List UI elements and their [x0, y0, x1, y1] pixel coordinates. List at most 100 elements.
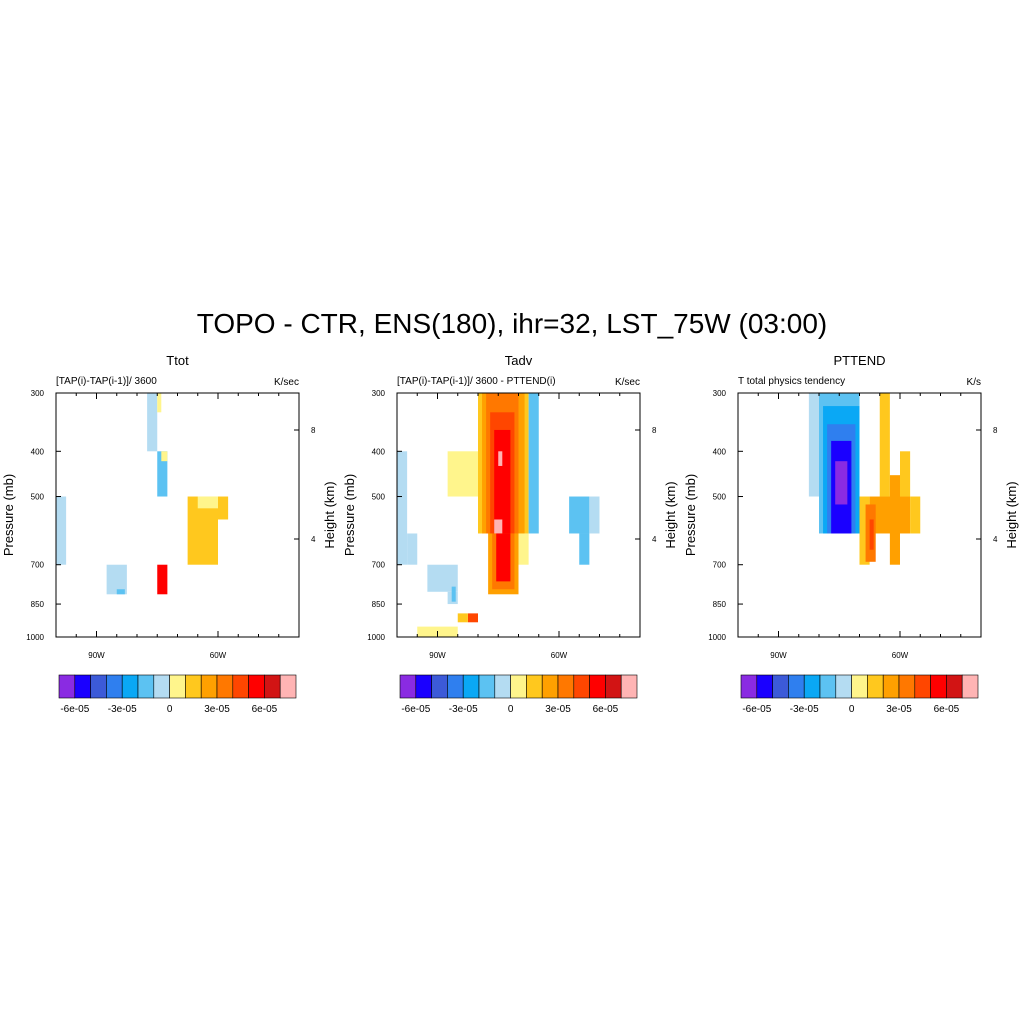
y-tick-label: 300 — [31, 389, 45, 398]
colorbar-label: -3e-05 — [449, 704, 478, 715]
colorbar: -6e-05 -3e-05 0 3e-05 6e-05 — [740, 674, 979, 715]
panel-units: K/sec — [274, 377, 299, 388]
chart-panel-3: PTTEND T total physics tendency K/s 300 400 5… — [683, 353, 1019, 715]
contour-fills — [56, 393, 229, 595]
colorbar-label: -6e-05 — [742, 704, 771, 715]
plot-frame — [55, 392, 300, 638]
y-tick-label: 400 — [31, 447, 45, 456]
y-tick-label: 850 — [372, 600, 386, 609]
y-tick-label: 850 — [31, 600, 45, 609]
x-tick-label: 90W — [429, 651, 446, 660]
colorbar-swatch — [526, 674, 543, 699]
colorbar-label: 3e-05 — [886, 704, 912, 715]
y-tick-label: 700 — [713, 561, 727, 570]
colorbar-swatch — [788, 674, 805, 699]
y2-tick-label: 8 — [652, 426, 657, 435]
figure-title: TOPO - CTR, ENS(180), ihr=32, LST_75W (0… — [197, 308, 827, 339]
colorbar-swatch — [232, 674, 249, 699]
y-tick-label: 400 — [372, 447, 386, 456]
colorbar-label: -3e-05 — [790, 704, 819, 715]
colorbar-swatch — [772, 674, 789, 699]
colorbar-label: 0 — [849, 704, 855, 715]
colorbar-swatch — [573, 674, 590, 699]
colorbar-swatch — [447, 674, 464, 699]
colorbar-swatch — [415, 674, 432, 699]
y-tick-label: 1000 — [367, 633, 385, 642]
contour-cell — [869, 519, 874, 550]
colorbar-swatch — [851, 674, 868, 699]
colorbar-swatch — [279, 674, 297, 699]
colorbar-swatch — [620, 674, 638, 699]
contour-fills — [808, 393, 921, 565]
colorbar-swatch — [557, 674, 575, 699]
colorbar-swatch — [185, 674, 202, 699]
contour-cell — [569, 496, 590, 534]
contour-cell — [518, 533, 529, 565]
contour-cell — [197, 496, 218, 509]
contour-cell — [494, 429, 511, 534]
x-tick-label: 90W — [88, 651, 105, 660]
colorbar-label: 6e-05 — [593, 704, 619, 715]
panel-units: K/s — [967, 377, 981, 388]
contour-cell — [157, 564, 168, 595]
colorbar-label: -6e-05 — [401, 704, 430, 715]
panel-title: PTTEND — [834, 353, 886, 368]
colorbar-swatch — [898, 674, 916, 699]
x-tick-label: 60W — [210, 651, 227, 660]
contour-cell — [835, 461, 848, 505]
colorbar-swatch — [835, 674, 852, 699]
y-tick-label: 850 — [713, 600, 727, 609]
colorbar-label: 6e-05 — [252, 704, 278, 715]
colorbar-swatch — [106, 674, 123, 699]
contour-cell — [579, 533, 590, 565]
contour-cell — [889, 475, 900, 565]
colorbar-label: 0 — [167, 704, 173, 715]
colorbar-swatch — [462, 674, 480, 699]
y-tick-label: 400 — [713, 447, 727, 456]
colorbar-swatch — [740, 674, 758, 699]
contour-cell — [494, 519, 503, 534]
y2-tick-label: 4 — [311, 535, 316, 544]
y-tick-label: 1000 — [708, 633, 726, 642]
y-tick-label: 500 — [713, 493, 727, 502]
colorbar-label: 0 — [508, 704, 514, 715]
contour-cell — [879, 393, 890, 497]
contour-cell — [407, 533, 418, 565]
x-tick-label: 60W — [892, 651, 909, 660]
colorbar-swatch — [216, 674, 234, 699]
colorbar-swatch — [264, 674, 281, 699]
colorbar-swatch — [169, 674, 186, 699]
colorbar-label: 3e-05 — [545, 704, 571, 715]
y-tick-label: 700 — [372, 561, 386, 570]
panel-title: Ttot — [166, 353, 189, 368]
panel-subtitle: [TAP(i)-TAP(i-1)]/ 3600 — [56, 376, 157, 387]
colorbar-swatch — [914, 674, 931, 699]
y-tick-label: 300 — [372, 389, 386, 398]
y2-axis-label: Height (km) — [663, 481, 678, 548]
contour-cell — [859, 496, 870, 565]
colorbar-label: 3e-05 — [204, 704, 230, 715]
colorbar-label: -3e-05 — [108, 704, 137, 715]
colorbar-swatch — [961, 674, 979, 699]
contour-cell — [467, 613, 478, 623]
colorbar-label: 6e-05 — [934, 704, 960, 715]
contour-cell — [447, 451, 478, 497]
panel-subtitle: [TAP(i)-TAP(i-1)]/ 3600 - PTTEND(i) — [397, 376, 556, 387]
colorbar-swatch — [153, 674, 170, 699]
chart-panel-2: Tadv [TAP(i)-TAP(i-1)]/ 3600 - PTTEND(i) K… — [342, 353, 678, 715]
colorbar-swatch — [819, 674, 837, 699]
contour-cell — [496, 533, 511, 582]
y-tick-label: 500 — [372, 493, 386, 502]
colorbar-swatch — [248, 674, 265, 699]
colorbar-swatch — [494, 674, 511, 699]
contour-cell — [457, 613, 468, 623]
colorbar-swatch — [90, 674, 107, 699]
contour-cell — [589, 496, 600, 534]
colorbar-swatch — [431, 674, 448, 699]
y-axis-label: Pressure (mb) — [683, 474, 698, 556]
colorbar-swatch — [882, 674, 900, 699]
y-tick-label: 1000 — [26, 633, 44, 642]
contour-fills — [397, 393, 600, 637]
y2-tick-label: 4 — [652, 535, 657, 544]
